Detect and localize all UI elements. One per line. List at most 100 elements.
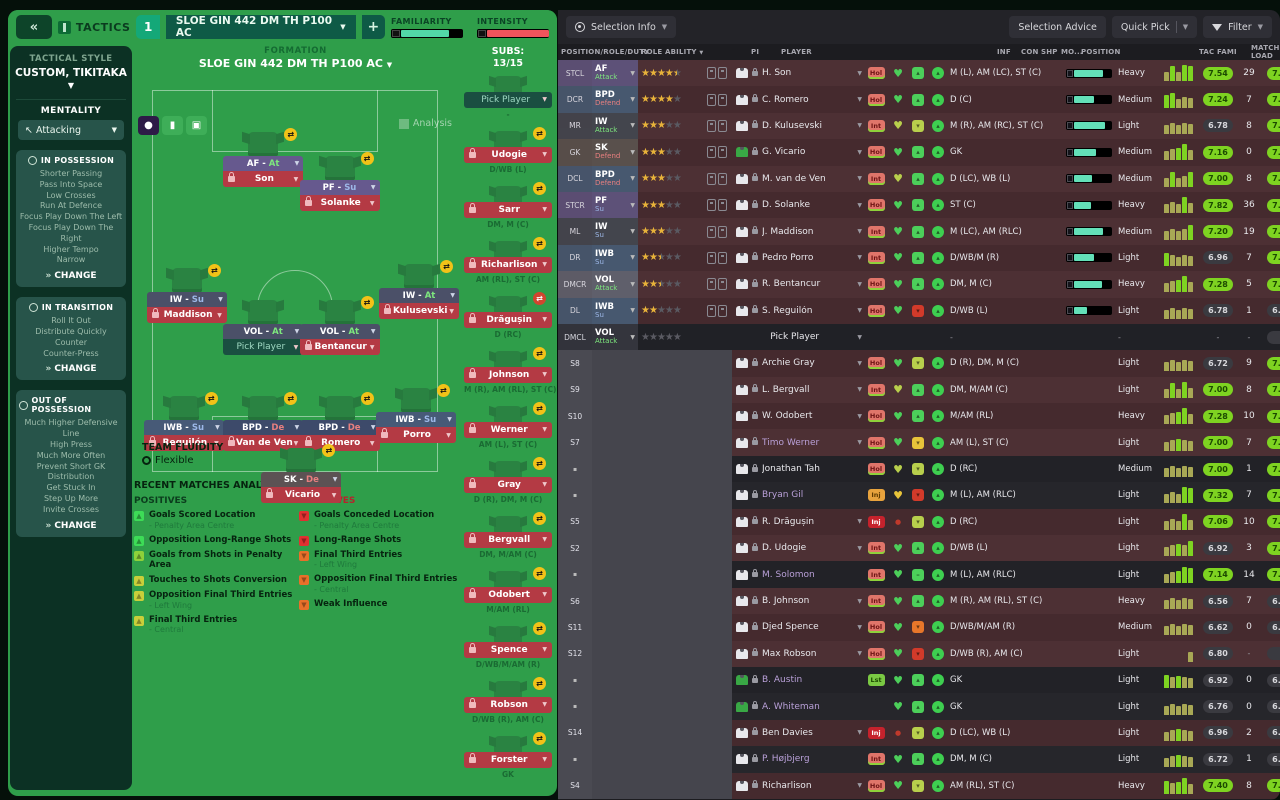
column-header-position[interactable]: POSITION <box>1081 48 1121 56</box>
squad-row-d-udogie[interactable]: S2 D. Udogie▼Int ♥ ▴ ▴ D/WB (L) Light 6.92 3 7.11 <box>558 535 1280 562</box>
player-dropdown[interactable]: Porro ▼ <box>375 427 456 443</box>
pick-player-dropdown[interactable]: Pick Player ▼ <box>464 91 552 108</box>
squad-row-d-kulusevski[interactable]: MR IW Attack ▼ ★ ★ ★ ★ ★ D. Kulusevski ▼ Int ♥ ▾ ▴ M (R… <box>558 112 1280 140</box>
player-instructions-icons[interactable] <box>702 146 732 159</box>
squad-row-m-van-de-ven[interactable]: DCL BPD Defend ▼ ★ ★ ★ ★ ★ M. van de Ven ▼ Int ♥ ▴ ▴ D … <box>558 165 1280 192</box>
player-instructions-icons[interactable] <box>702 119 732 132</box>
role-dropdown[interactable]: BPD - De ▼ <box>223 420 304 435</box>
column-header-inf[interactable]: INF <box>997 48 1011 56</box>
column-header-shp[interactable]: SHP <box>1041 48 1058 56</box>
player-dropdown[interactable]: Reguilón ▼ <box>143 435 224 451</box>
sub-player-dropdown[interactable]: Robson ▼ <box>464 696 552 713</box>
sub-player-dropdown[interactable]: Odobert ▼ <box>464 586 552 603</box>
player-cell[interactable]: Max Robson ▼ <box>732 648 864 659</box>
swap-position-badge[interactable]: ⇄ <box>284 392 298 405</box>
view-kits-button[interactable]: ▣ <box>186 116 207 135</box>
role-duty-dropdown[interactable]: IW Su ▼ <box>592 218 638 245</box>
filter-dropdown[interactable]: Filter ▼ <box>1203 16 1272 38</box>
player-instructions-icons[interactable] <box>702 93 732 106</box>
squad-row-c-romero[interactable]: DCR BPD Defend ▼ ★ ★ ★ ★ ★ C. Romero ▼ Hol ♥ ▴ ▴ D (C) M… <box>558 86 1280 113</box>
player-cell[interactable]: D. Kulusevski ▼ <box>732 120 864 131</box>
role-dropdown[interactable]: IW - Su ▼ <box>146 292 227 307</box>
role-dropdown[interactable]: VOL - At ▼ <box>299 324 380 339</box>
view-stats-button[interactable]: ▮ <box>162 116 183 135</box>
player-cell[interactable]: W. Odobert ▼ <box>732 410 864 422</box>
player-cell[interactable]: Bryan Gil <box>732 489 864 501</box>
squad-row-ben-davies[interactable]: S14 Ben Davies ▼ Inj ● ▾ ▴ D (LC), WB (L) Light 6… <box>558 719 1280 747</box>
player-cell[interactable]: Pick Player ▼ <box>770 332 862 343</box>
pick-player-dropdown[interactable]: Pick Player ▼ <box>223 339 304 355</box>
swap-position-badge[interactable]: ⇄ <box>440 260 454 273</box>
view-players-button[interactable]: ● <box>138 116 159 135</box>
role-duty-dropdown[interactable]: BPD Defend ▼ <box>592 86 638 113</box>
player-cell[interactable]: Richarlison ▼ <box>732 780 864 791</box>
change-button[interactable]: » CHANGE <box>45 520 97 531</box>
role-duty-dropdown[interactable]: VOL Attack ▼ <box>592 271 638 298</box>
player-cell[interactable]: D. Udogie ▼ <box>732 542 864 554</box>
squad-row-g-vicario[interactable]: GK SK Defend ▼ ★ ★ ★ ★ ★ G. Vicario ▼ Hol ♥ ▴ ▴ GK Mediu… <box>558 139 1280 166</box>
squad-row-a-whiteman[interactable]: ▪ A. Whiteman ♥ ▴ ▴ GK Light 6.76 0 6.84 <box>558 693 1280 720</box>
swap-position-badge[interactable]: ⇄ <box>533 291 546 305</box>
role-dropdown[interactable]: BPD - De ▼ <box>299 420 380 435</box>
squad-row-richarlison[interactable]: S4 Richarlison ▼ Hol ♥ ▾ ▴ AM (RL), ST (C) Heavy… <box>558 772 1280 799</box>
player-instructions-icons[interactable] <box>702 172 732 185</box>
squad-row-w-odobert[interactable]: S10 W. Odobert ▼ Hol ♥ ▴ ▴ M/AM (RL) Heavy 7.28 10… <box>558 403 1280 430</box>
column-header-mo-[interactable]: MO... <box>1061 48 1083 56</box>
player-dropdown[interactable]: Bentancur ▼ <box>299 339 380 355</box>
role-dropdown[interactable]: IWB - Su ▼ <box>375 412 456 427</box>
player-cell[interactable]: B. Johnson ▼ <box>732 595 864 606</box>
sub-player-dropdown[interactable]: Drăgușin ▼ <box>464 311 552 328</box>
tactic-name-dropdown[interactable]: SLOE GIN 442 DM TH P100 AC ▼ <box>165 15 356 39</box>
sub-player-dropdown[interactable]: Werner ▼ <box>464 421 552 438</box>
swap-position-badge[interactable]: ⇄ <box>284 128 298 141</box>
squad-row-timo-werner[interactable]: S7 Timo Werner ▼ Hol ♥ ▾ ▴ AM (L), ST (C) Light 7… <box>558 429 1280 456</box>
player-instructions-icons[interactable] <box>702 304 732 317</box>
squad-row-l-bergvall[interactable]: S9 L. Bergvall ▼ Int ♥ ▴ ▴ DM, M/AM (C) Light 7.0… <box>558 376 1280 404</box>
player-cell[interactable]: C. Romero ▼ <box>732 94 864 105</box>
player-cell[interactable]: M. Solomon <box>732 569 864 580</box>
analysis-button[interactable]: Analysis <box>398 118 452 129</box>
player-cell[interactable]: A. Whiteman <box>732 701 864 712</box>
mentality-dropdown[interactable]: ↖ Attacking ▼ <box>18 120 124 140</box>
player-dropdown[interactable]: Van de Ven ▼ <box>223 435 304 451</box>
swap-position-badge[interactable]: ⇄ <box>533 676 546 690</box>
column-header-role-ability[interactable]: ROLE ABILITY ▼ <box>641 48 704 56</box>
swap-position-badge[interactable]: ⇄ <box>533 511 546 525</box>
add-tactic-button[interactable]: + <box>361 15 386 39</box>
player-dropdown[interactable]: Romero ▼ <box>299 435 380 451</box>
player-cell[interactable]: Timo Werner ▼ <box>732 437 864 448</box>
role-dropdown[interactable]: IW - At ▼ <box>379 288 460 303</box>
sub-player-dropdown[interactable]: Bergvall ▼ <box>464 531 552 548</box>
player-cell[interactable]: G. Vicario ▼ <box>732 146 864 158</box>
sub-player-dropdown[interactable]: Forster ▼ <box>464 751 552 768</box>
tactical-style-value[interactable]: CUSTOM, TIKITAKA ▼ <box>15 67 127 90</box>
player-cell[interactable]: R. Bentancur ▼ <box>732 278 864 290</box>
player-dropdown[interactable]: Solanke ▼ <box>299 195 380 211</box>
role-duty-dropdown[interactable]: AF Attack ▼ <box>592 60 638 87</box>
player-cell[interactable]: Jonathan Tah <box>732 463 864 475</box>
swap-position-badge[interactable]: ⇄ <box>533 456 546 470</box>
swap-position-badge[interactable]: ⇄ <box>533 181 546 195</box>
swap-position-badge[interactable]: ⇄ <box>436 384 450 397</box>
squad-row-m-solomon[interactable]: ▪ M. Solomon Int ♥ – ▴ M (L), AM (RLC) Light 7.1… <box>558 561 1280 588</box>
swap-position-badge[interactable]: ⇄ <box>322 444 336 457</box>
column-header-con[interactable]: CON <box>1021 48 1039 56</box>
role-duty-dropdown[interactable]: SK Defend ▼ <box>592 139 638 166</box>
squad-row-d-solanke[interactable]: STCR PF Su ▼ ★ ★ ★ ★ ★ D. Solanke ▼ Hol ♥ ▴ ▴ ST (C) Hea… <box>558 191 1280 219</box>
player-cell[interactable]: H. Son ▼ <box>732 67 864 79</box>
back-button[interactable]: « <box>16 15 52 39</box>
selection-info-dropdown[interactable]: Selection Info ▼ <box>566 16 677 38</box>
role-dropdown[interactable]: AF - At ▼ <box>223 156 304 171</box>
player-instructions-icons[interactable] <box>702 225 732 238</box>
role-duty-dropdown[interactable]: VOL Attack ▼ <box>592 323 638 351</box>
squad-row-r-dr-gu-in[interactable]: S5 R. Drăgușin▼Inj ● ▾ ▴ D (RC) Light 7.06 10 7.1… <box>558 508 1280 536</box>
squad-row-bryan-gil[interactable]: ▪ Bryan Gil Inj ♥ ▾ ▴ M (L), AM (RLC) Light 7.32… <box>558 482 1280 509</box>
column-header-tac-fami[interactable]: TAC FAMI <box>1199 48 1237 56</box>
squad-row-djed-spence[interactable]: S11 Djed Spence ▼ Hol ♥ ▾ ▴ D/WB/M/AM (R) Medium… <box>558 614 1280 641</box>
squad-row-max-robson[interactable]: S12 Max Robson ▼ Hol ♥ ▾ ▴ D/WB (R), AM (C) Ligh… <box>558 640 1280 667</box>
